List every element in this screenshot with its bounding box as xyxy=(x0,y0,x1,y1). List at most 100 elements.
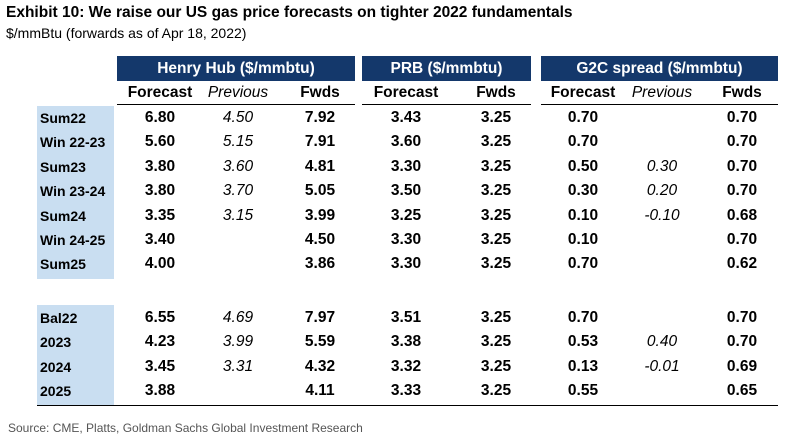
table-row: Sum24 3.35 3.15 3.99 3.25 3.25 0.10 -0.10 0.68 xyxy=(0,204,801,228)
table-cell: 3.25 xyxy=(480,333,512,351)
table-cell: -0.01 xyxy=(644,357,680,375)
table-cell: 4.81 xyxy=(304,157,336,175)
table-cell xyxy=(624,130,700,154)
table-cell: 3.30 xyxy=(390,255,422,273)
col-hh-forecast: Forecast xyxy=(127,84,193,101)
table-row: Sum22 6.80 4.50 7.92 3.43 3.25 0.70 0.70 xyxy=(0,106,801,130)
table-row: 2024 3.45 3.31 4.32 3.32 3.25 0.13 -0.01 0.69 xyxy=(0,355,801,379)
table-cell xyxy=(624,379,700,403)
table-cell: 3.30 xyxy=(390,157,422,175)
table-cell: 0.70 xyxy=(726,333,758,351)
table-row: Win 22-23 5.60 5.15 7.91 3.60 3.25 0.70 0.70 xyxy=(0,130,801,154)
col-prb-forecast: Forecast xyxy=(373,84,439,101)
table-cell: 0.69 xyxy=(726,357,758,375)
prb-header-rule xyxy=(362,104,531,105)
table-cell: 0.40 xyxy=(646,333,678,351)
exhibit-subtitle: $/mmBtu (forwards as of Apr 18, 2022) xyxy=(6,25,247,41)
table-cell: 5.60 xyxy=(144,133,176,151)
table-cell xyxy=(200,252,276,276)
table-cell: 4.50 xyxy=(222,109,254,126)
source-note: Source: CME, Platts, Goldman Sachs Globa… xyxy=(8,421,363,435)
table-cell: 3.25 xyxy=(390,206,422,224)
table-cell: 3.80 xyxy=(144,157,176,175)
row-label: Win 22-23 xyxy=(40,134,106,151)
table-row: 2023 4.23 3.99 5.59 3.38 3.25 0.53 0.40 0.70 xyxy=(0,330,801,354)
exhibit-title: Exhibit 10: We raise our US gas price fo… xyxy=(6,4,573,21)
table-cell: 0.70 xyxy=(726,109,758,126)
table-cell: 0.70 xyxy=(567,309,599,326)
table-cell: 3.25 xyxy=(480,133,512,151)
table-cell: 0.65 xyxy=(726,382,758,400)
table-cell: 7.92 xyxy=(304,109,336,126)
table-row: Bal22 6.55 4.69 7.97 3.51 3.25 0.70 0.70 xyxy=(0,306,801,330)
table-cell: 3.45 xyxy=(144,357,176,375)
table-cell: 0.20 xyxy=(646,182,678,200)
row-label-band-2 xyxy=(37,305,114,405)
table-cell: 0.53 xyxy=(567,333,599,351)
table-cell: 4.23 xyxy=(144,333,176,351)
table-cell: 3.88 xyxy=(144,382,176,400)
table-cell: 0.70 xyxy=(567,133,599,151)
col-prb-fwds: Fwds xyxy=(476,84,516,101)
row-label: 2025 xyxy=(40,383,72,400)
table-cell: 3.15 xyxy=(222,206,254,224)
table-cell: 0.50 xyxy=(567,157,599,175)
table-cell: 3.33 xyxy=(390,382,422,400)
prb-header: PRB ($/mmbtu) xyxy=(362,56,531,81)
table-row: Sum23 3.80 3.60 4.81 3.30 3.25 0.50 0.30 0.70 xyxy=(0,155,801,179)
table-cell: 7.97 xyxy=(304,309,336,326)
table-cell: 3.25 xyxy=(480,231,512,248)
row-label: 2023 xyxy=(40,334,72,351)
table-cell xyxy=(624,306,700,330)
row-label: Bal22 xyxy=(40,310,78,326)
table-cell xyxy=(200,379,276,403)
table-cell: 4.50 xyxy=(304,231,336,248)
hh-header-rule xyxy=(117,104,355,105)
table-cell: 3.32 xyxy=(390,357,422,375)
table-cell: 4.32 xyxy=(304,357,336,375)
table-cell xyxy=(200,228,276,252)
g2c-header-rule xyxy=(541,104,778,105)
col-g2c-forecast: Forecast xyxy=(550,84,616,101)
table-cell: 3.51 xyxy=(390,309,422,326)
table-cell: 3.43 xyxy=(390,109,422,126)
table-cell: 3.25 xyxy=(480,382,512,400)
col-g2c-fwds: Fwds xyxy=(722,84,762,101)
table-cell: 3.25 xyxy=(480,357,512,375)
table-cell: 0.30 xyxy=(567,182,599,200)
table-cell: 3.38 xyxy=(390,333,422,351)
table-cell: 5.05 xyxy=(304,182,336,200)
table-cell: 3.25 xyxy=(480,206,512,224)
table-cell: 3.60 xyxy=(390,133,422,151)
row-label: 2024 xyxy=(40,358,72,375)
table-cell: 0.70 xyxy=(726,157,758,175)
row-label: Sum24 xyxy=(40,207,86,224)
table-cell: 0.70 xyxy=(726,133,758,151)
table-cell: 0.70 xyxy=(567,109,599,126)
table-cell: 3.25 xyxy=(480,109,512,126)
g2c-spread-header: G2C spread ($/mmbtu) xyxy=(541,56,778,81)
table-row: Sum25 4.00 3.86 3.30 3.25 0.70 0.62 xyxy=(0,252,801,276)
table-cell: 0.10 xyxy=(567,231,599,248)
table-cell: 3.25 xyxy=(480,255,512,273)
table-cell: 3.99 xyxy=(222,333,254,351)
table-cell: 3.80 xyxy=(144,182,176,200)
table-cell: 0.70 xyxy=(726,309,758,326)
table-cell: 7.91 xyxy=(304,133,336,151)
row-label: Win 23-24 xyxy=(40,183,106,200)
table-cell: 4.69 xyxy=(222,309,254,326)
col-hh-previous: Previous xyxy=(207,84,269,101)
table-cell xyxy=(624,106,700,130)
table-cell: 0.70 xyxy=(726,182,758,200)
table-cell: 3.99 xyxy=(304,206,336,224)
table-cell: 3.70 xyxy=(222,182,254,200)
row-label: Win 24-25 xyxy=(40,232,106,248)
col-g2c-previous: Previous xyxy=(631,84,693,101)
table-cell: 3.31 xyxy=(222,357,254,375)
table-cell: 6.55 xyxy=(144,309,176,326)
row-label-band-1 xyxy=(37,106,114,279)
row-label: Sum23 xyxy=(40,158,86,175)
table-cell: 0.70 xyxy=(567,255,599,273)
table-cell xyxy=(624,252,700,276)
table-row: Win 23-24 3.80 3.70 5.05 3.50 3.25 0.30 0.20 0.7… xyxy=(0,179,801,203)
